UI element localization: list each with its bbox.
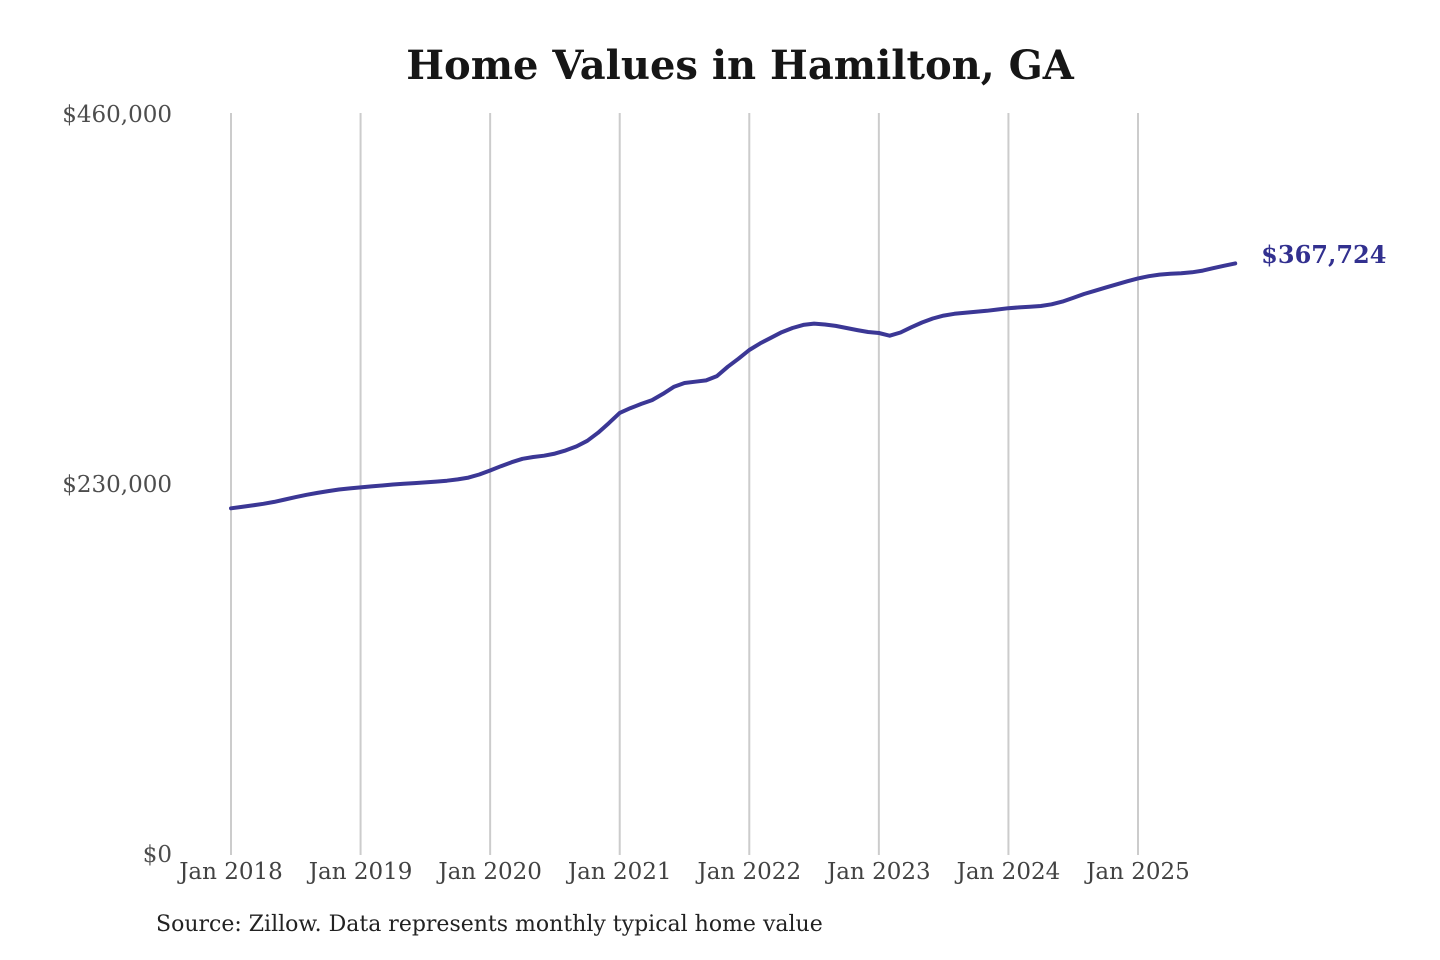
- x-axis-label: Jan 2018: [179, 859, 283, 885]
- source-note: Source: Zillow. Data represents monthly …: [156, 912, 823, 937]
- x-axis-label: Jan 2024: [956, 859, 1061, 885]
- latest-value-label: $367,724: [1261, 240, 1387, 270]
- y-axis-label: $230,000: [62, 472, 172, 498]
- y-axis-label: $0: [142, 842, 172, 868]
- x-axis-label: Jan 2025: [1086, 859, 1190, 885]
- y-axis-label: $460,000: [62, 102, 172, 128]
- x-axis-label: Jan 2020: [438, 859, 542, 885]
- x-axis-label: Jan 2023: [827, 859, 931, 885]
- x-axis-label: Jan 2021: [567, 859, 672, 885]
- x-axis-label: Jan 2022: [697, 859, 802, 885]
- home-value-line: [229, 261, 1238, 511]
- x-axis-label: Jan 2019: [308, 859, 413, 885]
- chart-title: Home Values in Hamilton, GA: [406, 42, 1074, 89]
- x-axis-labels: Jan 2018 Jan 2019 Jan 2020 Jan 2021 Jan 2022…: [0, 858, 1440, 890]
